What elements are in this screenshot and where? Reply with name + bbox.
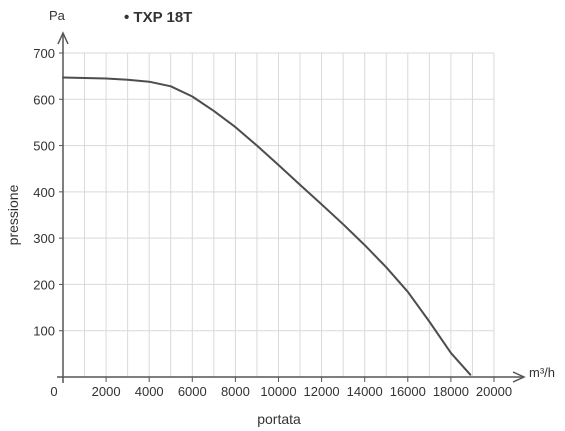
- y-tick-label: 400: [33, 185, 55, 200]
- x-tick-label: 18000: [433, 384, 469, 399]
- series-line: [62, 76, 472, 376]
- grid: [63, 52, 495, 377]
- y-axis-arrow-icon: [57, 31, 69, 45]
- y-tick-label: 500: [33, 139, 55, 154]
- x-tick-label: 6000: [178, 384, 207, 399]
- y-tick-label: 100: [33, 324, 55, 339]
- x-tick-label: 12000: [304, 384, 340, 399]
- x-axis-unit: m³/h: [529, 365, 555, 380]
- x-tick-label: 0: [50, 384, 57, 399]
- x-tick-label: 10000: [260, 384, 296, 399]
- axes: [57, 31, 526, 383]
- chart-title: • TXP 18T: [124, 9, 192, 26]
- y-tick-label: 700: [33, 46, 55, 61]
- series: [62, 76, 472, 376]
- y-tick-label: 600: [33, 92, 55, 107]
- x-tick-label: 8000: [221, 384, 250, 399]
- x-tick-label: 14000: [347, 384, 383, 399]
- x-tick-label: 2000: [92, 384, 121, 399]
- tick-labels: 0 2000 4000 6000 8000 10000 12000 14000 16000 180…: [33, 46, 512, 399]
- x-tick-label: 16000: [390, 384, 426, 399]
- x-axis-title: portata: [257, 411, 301, 427]
- y-tick-label: 300: [33, 231, 55, 246]
- y-tick-label: 200: [33, 277, 55, 292]
- x-axis-arrow-icon: [512, 371, 526, 383]
- x-tick-label: 20000: [476, 384, 512, 399]
- y-axis-title: pressione: [5, 184, 21, 245]
- y-axis-unit: Pa: [49, 8, 66, 23]
- x-tick-label: 4000: [135, 384, 164, 399]
